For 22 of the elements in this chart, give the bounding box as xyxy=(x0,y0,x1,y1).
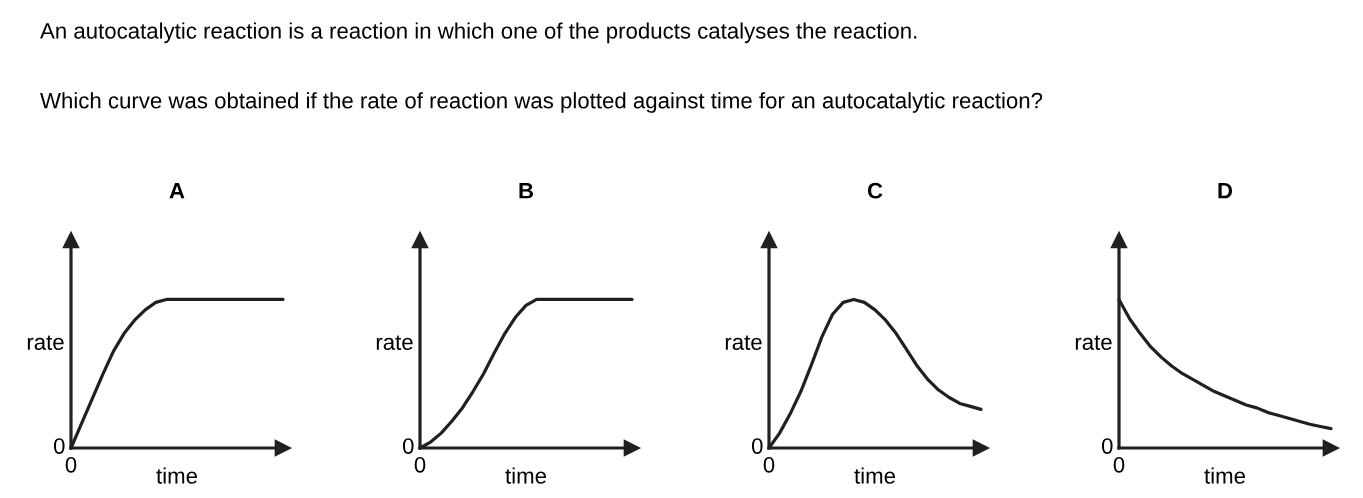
text: 0 xyxy=(763,456,775,473)
text: 0 xyxy=(1101,438,1113,454)
text: 0 xyxy=(414,456,426,473)
x-axis-title: time xyxy=(854,467,895,484)
x-axis-title: time xyxy=(1204,467,1245,484)
y-axis-title: rate xyxy=(376,335,413,350)
text: 0 xyxy=(402,438,414,454)
y-axis-title: rate xyxy=(1075,335,1112,350)
y-axis-title: rate xyxy=(725,335,762,350)
chart-title: C xyxy=(867,182,883,199)
chart-title: A xyxy=(169,183,185,199)
text: 0 xyxy=(53,438,65,454)
text: Which curve was obtained if the rate of reaction was plotted against time for an autocatalytic reaction? xyxy=(40,92,1043,113)
text: An autocatalytic reaction is a reaction in which one of the products catalyses the reaction. xyxy=(40,22,917,44)
chart-title: B xyxy=(519,183,534,199)
chart-title: D xyxy=(1218,183,1233,199)
text: 0 xyxy=(65,456,77,473)
text: 0 xyxy=(751,438,763,454)
text: 0 xyxy=(1113,456,1125,473)
y-axis-title: rate xyxy=(27,335,64,350)
x-axis-title: time xyxy=(505,467,546,484)
x-axis-title: time xyxy=(156,467,197,484)
